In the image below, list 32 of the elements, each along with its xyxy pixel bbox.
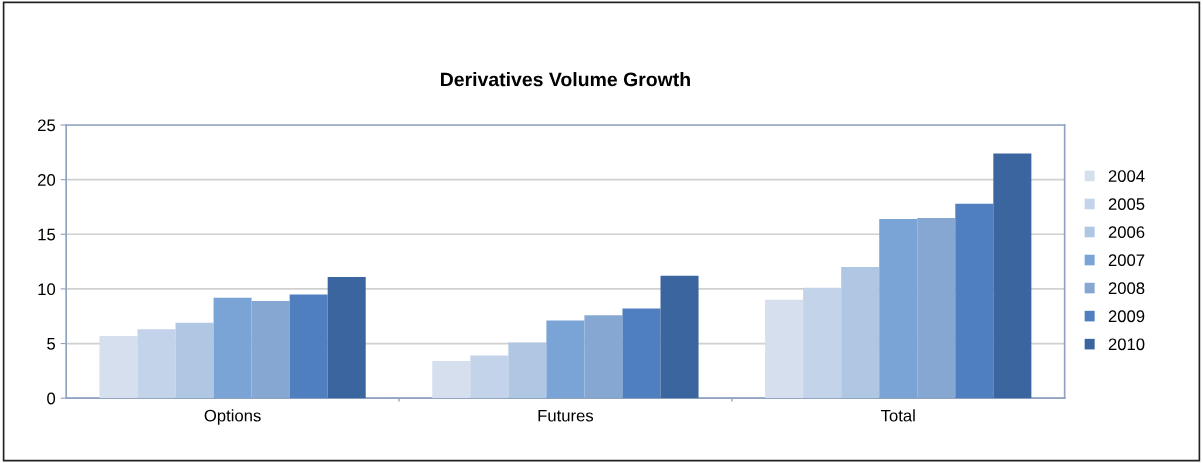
bar [841,267,880,399]
bar [289,294,328,399]
bar [508,342,547,399]
chart-title: Derivatives Volume Growth [441,72,690,87]
y-tick-label: 10 [38,283,56,296]
bar [660,275,699,399]
legend-label: 2010 [1108,338,1145,351]
x-tick-label: Futures [538,409,594,422]
legend-label: 2005 [1108,198,1145,210]
bar [955,203,994,399]
bar [175,322,214,399]
bar [803,287,842,399]
legend-label: 2008 [1108,282,1145,295]
bar [327,276,366,399]
y-tick-label: 15 [38,228,56,241]
x-tick-label: Options [204,409,261,425]
bar [470,355,509,399]
bar [622,308,661,399]
legend-label: 2006 [1108,226,1145,239]
legend-label: 2007 [1108,254,1145,267]
bar [137,329,176,399]
bar [765,299,804,399]
y-tick-label: 0 [47,392,56,405]
y-tick-label: 20 [38,174,56,186]
legend-label: 2004 [1108,170,1145,182]
bar [432,361,471,399]
bar [993,153,1032,399]
bar [99,335,138,399]
y-tick-label: 25 [38,119,56,132]
y-tick-label: 5 [47,338,56,350]
x-tick-label: Total [881,409,915,422]
legend-label: 2009 [1108,310,1145,323]
